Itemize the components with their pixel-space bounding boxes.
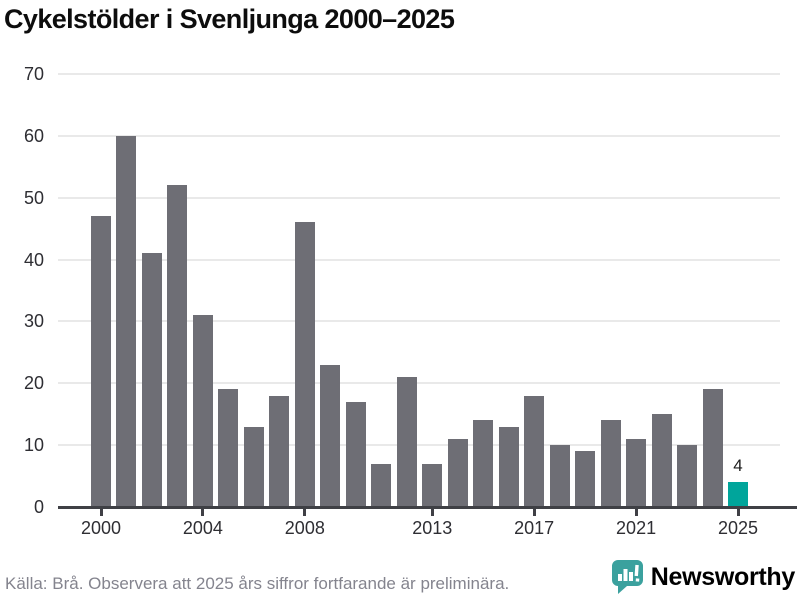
- value-label-2025: 4: [733, 456, 743, 476]
- grid-line-60: [58, 134, 780, 137]
- chart-title: Cykelstölder i Svenljunga 2000–2025: [4, 4, 455, 34]
- x-axis-tick-2013: [430, 509, 434, 516]
- source-note: Källa: Brå. Observera att 2025 års siffr…: [5, 574, 510, 593]
- x-axis-label-2025: 2025: [717, 518, 759, 538]
- bar-2006: [243, 426, 264, 507]
- y-axis-label-50: 50: [23, 187, 44, 208]
- grid-line-30: [58, 320, 780, 323]
- grid-line-10: [58, 444, 780, 447]
- bar-2021: [626, 438, 647, 507]
- x-axis-label-2021: 2021: [616, 518, 657, 538]
- x-axis-label-2000: 2000: [80, 518, 122, 538]
- bar-2023: [677, 445, 698, 507]
- bar-2005: [218, 389, 239, 507]
- y-axis-label-20: 20: [23, 373, 44, 394]
- x-axis-label-2017: 2017: [514, 518, 555, 538]
- y-axis-label-40: 40: [23, 249, 44, 270]
- y-axis-label-70: 70: [23, 64, 44, 84]
- bar-2000: [91, 216, 111, 507]
- bar-2016: [498, 426, 519, 507]
- grid-line-20: [58, 382, 780, 385]
- x-axis-tick-2000: [99, 509, 103, 516]
- x-axis-tick-2008: [303, 509, 307, 516]
- x-axis-tick-2017: [532, 509, 536, 516]
- x-axis-tick-2021: [634, 509, 638, 516]
- bar-2022: [651, 414, 672, 507]
- bar-2025: [728, 482, 748, 507]
- bar-2017: [524, 395, 545, 507]
- x-axis-label-2013: 2013: [412, 518, 453, 538]
- y-axis-label-30: 30: [23, 311, 44, 332]
- x-axis-label-2008: 2008: [284, 518, 325, 538]
- y-axis-label-0: 0: [33, 497, 44, 517]
- bar-2003: [167, 185, 188, 507]
- bar-2001: [116, 135, 137, 507]
- y-axis-label-10: 10: [23, 435, 44, 456]
- bar-2024: [702, 389, 723, 507]
- bar-2008: [294, 222, 315, 507]
- x-axis-label-2004: 2004: [182, 518, 223, 538]
- bar-2011: [371, 463, 392, 507]
- y-axis-label-60: 60: [23, 125, 44, 146]
- newsworthy-logo-text: Newsworthy: [650, 562, 796, 591]
- grid-line-50: [58, 196, 780, 199]
- bar-2004: [192, 315, 213, 507]
- bar-2013: [422, 463, 443, 507]
- x-axis-tick-2025: [736, 509, 740, 516]
- bar-2014: [447, 438, 468, 507]
- newsworthy-speech-bubble-bar-chart-icon: [611, 559, 644, 595]
- bar-2009: [320, 364, 341, 507]
- newsworthy-logo: Newsworthy: [611, 559, 795, 595]
- bar-2002: [141, 253, 162, 507]
- bar-2018: [549, 445, 570, 507]
- bar-2012: [396, 377, 417, 507]
- grid-line-40: [58, 258, 780, 261]
- bar-2015: [473, 420, 494, 507]
- x-axis-tick-2004: [201, 509, 205, 516]
- bar-2007: [269, 395, 290, 507]
- bar-2019: [575, 451, 596, 507]
- grid-line-70: [58, 73, 780, 75]
- bar-2010: [345, 401, 366, 507]
- bar-2020: [600, 420, 621, 507]
- x-axis-line: [58, 506, 797, 509]
